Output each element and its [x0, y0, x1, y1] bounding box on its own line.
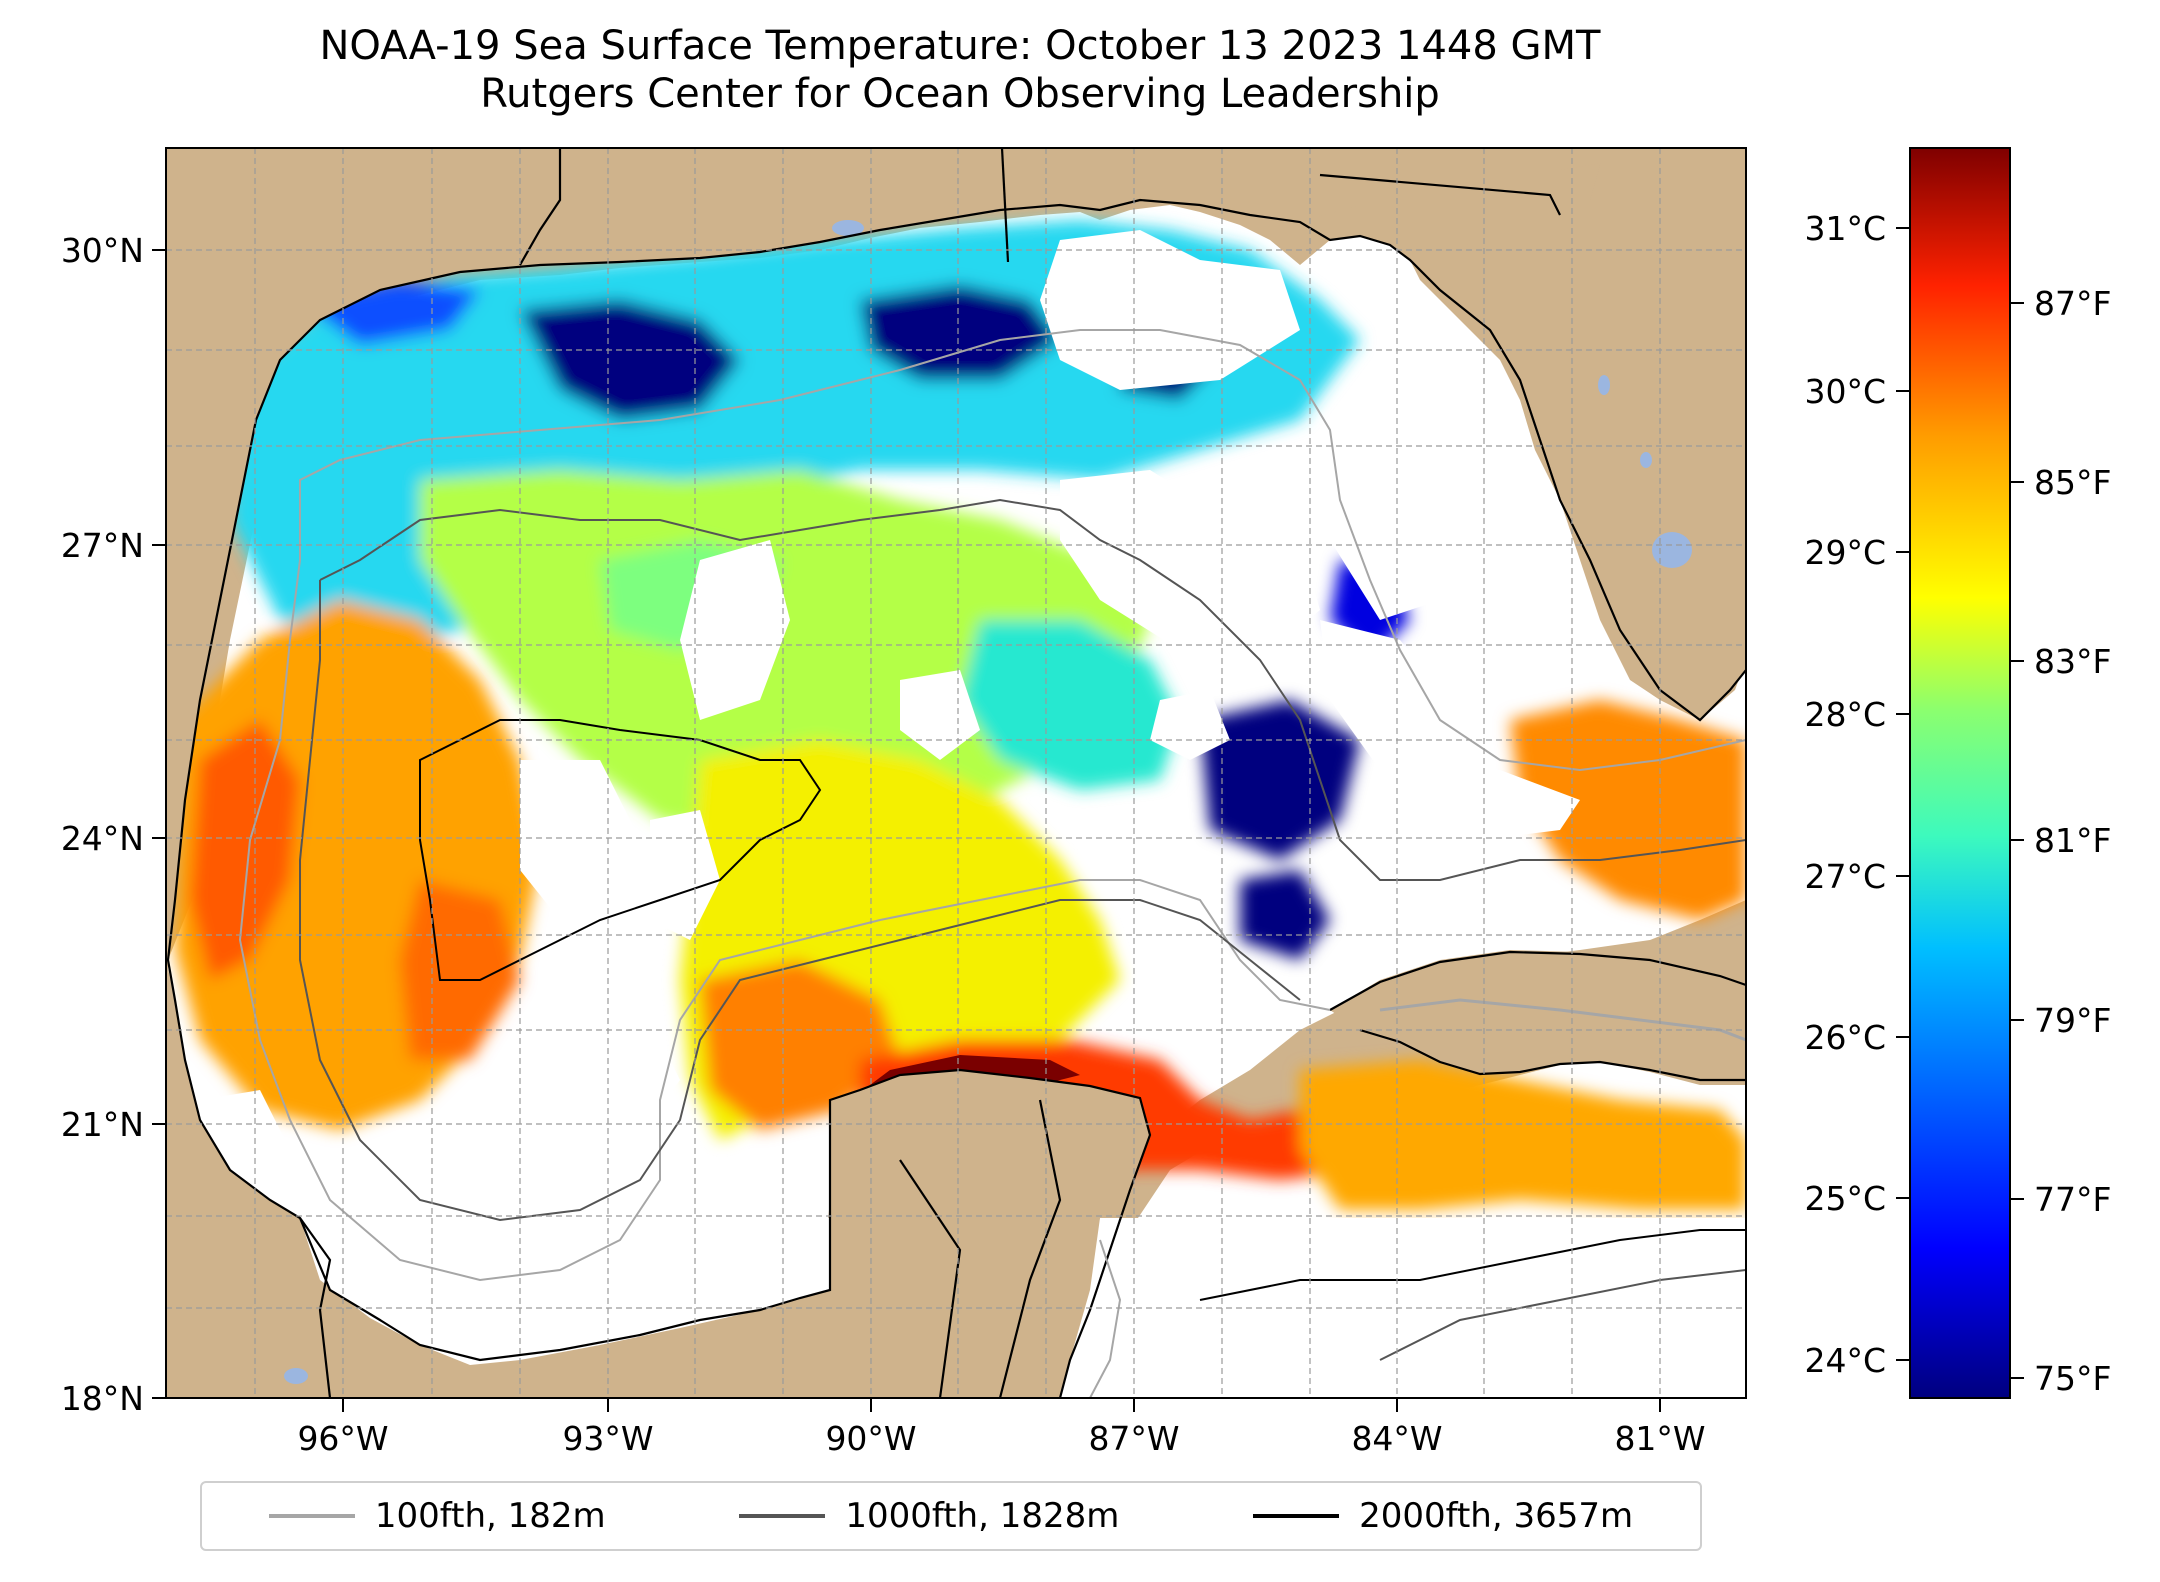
lat-label: 21°N	[61, 1105, 144, 1144]
legend-line-2000fth	[1253, 1514, 1340, 1518]
lat-label: 24°N	[61, 819, 144, 858]
colorbar-fahrenheit-label: 83°F	[2034, 642, 2111, 681]
isobath-legend: 100fth, 182m 1000fth, 1828m 2000fth, 365…	[200, 1481, 1702, 1551]
florida-land	[1440, 148, 1746, 720]
sst-field	[168, 150, 1746, 1398]
lon-ticks	[342, 1398, 1661, 1412]
lon-label: 81°W	[1614, 1419, 1705, 1458]
colorbar-celsius-label: 26°C	[1804, 1018, 1886, 1057]
colorbar	[1909, 147, 2011, 1399]
map-frame	[165, 147, 1747, 1399]
title-line-2: Rutgers Center for Ocean Observing Leade…	[480, 71, 1440, 117]
coastlines-borders	[166, 148, 1746, 1398]
gridlines	[166, 148, 1746, 1398]
colorbar-celsius-label: 30°C	[1804, 372, 1886, 411]
isobaths	[238, 329, 1746, 1398]
east-mexico-land	[166, 960, 300, 1218]
legend-line-1000fth	[739, 1514, 826, 1518]
colorbar-celsius-label: 27°C	[1804, 857, 1886, 896]
lon-label: 87°W	[1088, 1419, 1179, 1458]
chart-title: NOAA-19 Sea Surface Temperature: October…	[0, 22, 1920, 118]
north-coast-land	[166, 148, 1746, 960]
colorbar-celsius-label: 24°C	[1804, 1341, 1886, 1380]
lon-label: 93°W	[562, 1419, 653, 1458]
colorbar-ticks	[1896, 227, 2024, 1379]
lat-ticks	[152, 249, 166, 1399]
colorbar-celsius-label: 29°C	[1804, 533, 1886, 572]
lon-label: 96°W	[297, 1419, 388, 1458]
lat-label: 30°N	[61, 231, 144, 270]
colorbar-fahrenheit-label: 87°F	[2034, 284, 2111, 323]
colorbar-fahrenheit-label: 79°F	[2034, 1001, 2111, 1040]
legend-label: 100fth, 182m	[374, 1496, 606, 1536]
legend-item-100fth: 100fth, 182m	[268, 1496, 606, 1536]
colorbar-fahrenheit-label: 81°F	[2034, 821, 2111, 860]
colorbar-fahrenheit-label: 75°F	[2034, 1359, 2111, 1398]
legend-label: 1000fth, 1828m	[845, 1496, 1120, 1536]
map-panel	[166, 148, 1746, 1398]
colorbar-celsius-label: 31°C	[1804, 209, 1886, 248]
legend-label: 2000fth, 3657m	[1359, 1496, 1634, 1536]
lon-label: 84°W	[1351, 1419, 1442, 1458]
lon-label: 90°W	[825, 1419, 916, 1458]
title-line-1: NOAA-19 Sea Surface Temperature: October…	[319, 23, 1601, 69]
legend-item-1000fth: 1000fth, 1828m	[739, 1496, 1119, 1536]
colorbar-fahrenheit-label: 77°F	[2034, 1180, 2111, 1219]
legend-line-100fth	[268, 1514, 355, 1518]
colorbar-fahrenheit-label: 85°F	[2034, 463, 2111, 502]
lat-label: 27°N	[61, 526, 144, 565]
lakes	[284, 220, 1692, 1384]
colorbar-celsius-label: 25°C	[1804, 1179, 1886, 1218]
legend-item-2000fth: 2000fth, 3657m	[1253, 1496, 1633, 1536]
lat-label: 18°N	[61, 1379, 144, 1418]
colorbar-celsius-label: 28°C	[1804, 695, 1886, 734]
